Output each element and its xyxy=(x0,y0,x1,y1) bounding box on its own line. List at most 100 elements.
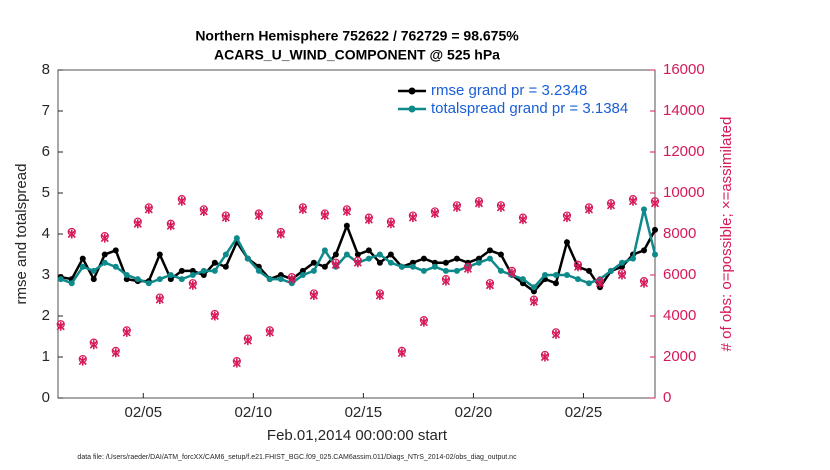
obs-assimilated xyxy=(133,219,142,229)
y-tick-label: 4 xyxy=(42,225,50,242)
obs-assimilated xyxy=(529,297,539,307)
point xyxy=(640,206,647,213)
obs-assimilated xyxy=(78,356,87,366)
obs-assimilated xyxy=(551,329,561,339)
obs-assimilated xyxy=(419,317,428,327)
point xyxy=(563,272,570,278)
point xyxy=(530,284,537,291)
obs-assimilated xyxy=(617,270,627,280)
obs-assimilated xyxy=(628,196,638,206)
point xyxy=(299,272,306,278)
obs-assimilated xyxy=(397,348,406,358)
point xyxy=(420,255,427,262)
point xyxy=(112,247,119,254)
point xyxy=(497,267,504,274)
point xyxy=(156,251,163,258)
point xyxy=(629,255,636,262)
y2-tick-label: 4000 xyxy=(663,307,696,324)
point xyxy=(552,280,559,287)
point xyxy=(211,259,218,266)
point xyxy=(178,267,185,274)
obs-assimilated xyxy=(221,213,230,223)
y-tick-label: 0 xyxy=(42,389,50,406)
point xyxy=(299,267,306,274)
point xyxy=(640,247,647,254)
point xyxy=(354,251,361,258)
point xyxy=(343,222,350,229)
y2-tick-label: 8000 xyxy=(663,225,696,242)
point xyxy=(156,276,163,283)
obs-assimilated xyxy=(243,336,252,346)
obs-assimilated xyxy=(441,276,450,286)
obs-assimilated xyxy=(210,311,219,321)
point xyxy=(420,267,427,274)
point xyxy=(519,276,526,283)
point xyxy=(376,259,383,266)
point xyxy=(200,272,207,278)
obs-assimilated xyxy=(166,221,175,231)
point xyxy=(332,251,339,258)
obs-assimilated xyxy=(56,321,65,331)
point xyxy=(90,276,97,283)
point xyxy=(167,272,174,278)
point xyxy=(365,255,372,262)
point xyxy=(409,259,416,266)
point xyxy=(530,288,537,295)
point xyxy=(277,272,284,278)
footnote: data file: /Users/raeder/DAI/ATM_forcXX/… xyxy=(77,454,517,461)
point xyxy=(123,272,130,278)
point xyxy=(167,276,174,283)
point xyxy=(387,251,394,258)
y2-tick-label: 16000 xyxy=(663,61,705,78)
y-tick-label: 5 xyxy=(42,184,50,201)
point xyxy=(552,272,559,278)
point xyxy=(79,263,86,270)
point xyxy=(475,255,482,262)
obs-assimilated xyxy=(100,233,109,243)
obs-assimilated xyxy=(353,258,362,268)
obs-assimilated xyxy=(188,280,197,290)
point xyxy=(101,251,108,258)
point xyxy=(244,255,251,262)
point xyxy=(321,263,328,270)
point xyxy=(112,263,119,270)
y-tick-label: 7 xyxy=(42,102,50,119)
point xyxy=(607,267,614,274)
y2-tick-label: 12000 xyxy=(663,143,705,160)
point xyxy=(387,259,394,266)
legend-label: totalspread grand pr = 3.1384 xyxy=(431,100,628,117)
obs-assimilated xyxy=(122,327,131,337)
y2-tick-label: 10000 xyxy=(663,184,705,201)
x-tick-label: 02/15 xyxy=(345,404,383,421)
point xyxy=(310,267,317,274)
obs-assimilated xyxy=(474,198,483,208)
point xyxy=(497,251,504,258)
point xyxy=(123,276,130,283)
x-axis-label: Feb.01,2014 00:00:00 start xyxy=(267,427,448,444)
y2-tick-label: 6000 xyxy=(663,266,696,283)
point xyxy=(376,251,383,258)
point xyxy=(365,247,372,254)
obs-assimilated xyxy=(276,229,285,239)
point xyxy=(343,251,350,258)
obs-assimilated xyxy=(496,202,506,212)
x-tick-label: 02/20 xyxy=(455,404,493,421)
obs-assimilated xyxy=(331,260,340,270)
point xyxy=(211,267,218,274)
point xyxy=(101,259,108,266)
point xyxy=(68,280,75,287)
x-tick-label: 02/05 xyxy=(125,404,163,421)
y-axis-label: rmse and totalspread xyxy=(13,164,30,305)
obs-assimilated xyxy=(232,358,241,368)
y-tick-label: 6 xyxy=(42,143,50,160)
chart-title: Northern Hemisphere 752622 / 762729 = 98… xyxy=(195,28,519,44)
point xyxy=(266,276,273,283)
y2-tick-label: 2000 xyxy=(663,348,696,365)
point xyxy=(541,272,548,278)
point xyxy=(189,272,196,278)
y2-tick-label: 14000 xyxy=(663,102,705,119)
obs-assimilated xyxy=(540,352,550,362)
obs-assimilated xyxy=(111,348,120,358)
point xyxy=(618,259,625,266)
point xyxy=(442,267,449,274)
